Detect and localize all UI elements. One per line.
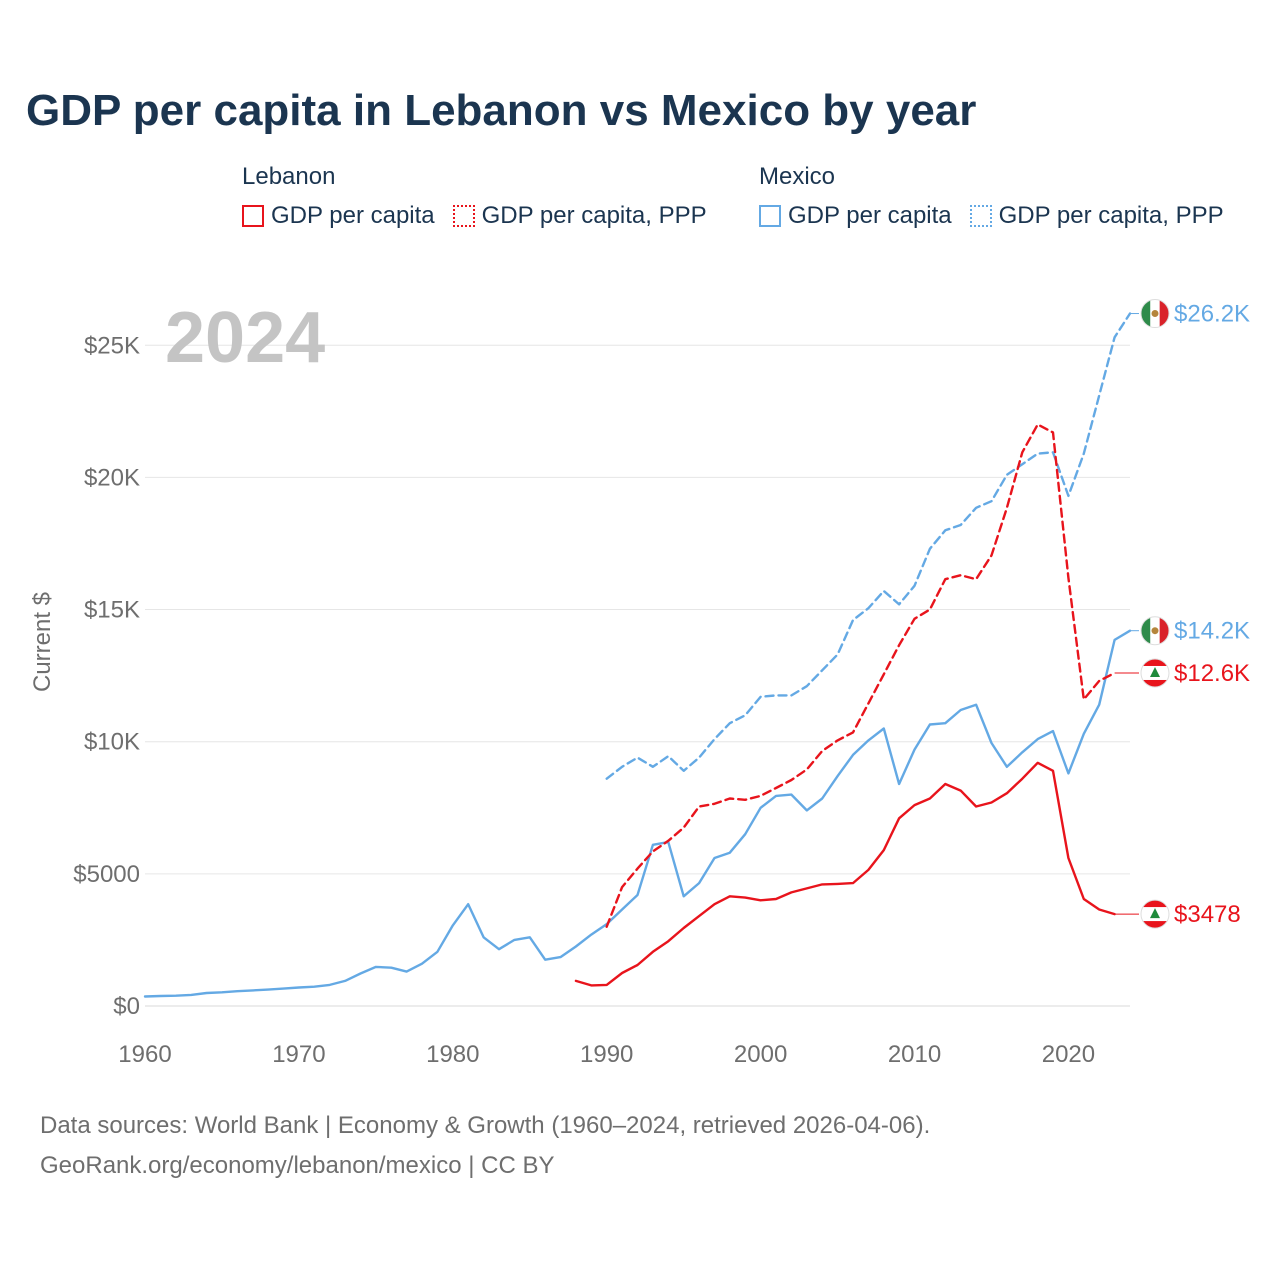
legend-group-mexico: Mexico GDP per capita GDP per capita, PP…: [759, 160, 1224, 230]
lebanon-flag-icon: [1140, 899, 1170, 929]
end-value-label: $3478: [1174, 901, 1241, 928]
legend-label: GDP per capita, PPP: [481, 202, 707, 229]
mexico-flag-icon: [1140, 299, 1170, 329]
year-watermark: 2024: [165, 298, 325, 378]
legend-label: GDP per capita: [271, 202, 435, 229]
x-tick-label: 2010: [888, 1041, 941, 1068]
y-tick-label: $5000: [73, 861, 140, 888]
legend-label: GDP per capita, PPP: [998, 202, 1224, 229]
legend-item-lebanon-ppp[interactable]: GDP per capita, PPP: [452, 202, 707, 230]
legend-group-title-lebanon: Lebanon: [242, 163, 336, 190]
series-line-lebanon-ppp[interactable]: [605, 423, 1116, 928]
legend-group-lebanon: Lebanon GDP per capita GDP per capita, P…: [242, 160, 707, 230]
x-tick-label: 1990: [580, 1041, 633, 1068]
legend-item-lebanon-gdp[interactable]: GDP per capita: [242, 202, 435, 230]
legend-group-title-mexico: Mexico: [759, 163, 836, 190]
end-value-label: $26.2K: [1174, 301, 1250, 328]
legend-swatch-solid-blue: [759, 205, 781, 227]
chart-title: GDP per capita in Lebanon vs Mexico by y…: [26, 86, 977, 135]
series-line-mexico-gdp[interactable]: [143, 629, 1132, 998]
series-lines: [143, 312, 1132, 998]
end-value-label: $12.6K: [1174, 660, 1250, 687]
x-tick-label: 2000: [734, 1041, 787, 1068]
series-line-lebanon-gdp[interactable]: [574, 761, 1116, 987]
y-tick-label: $0: [113, 993, 140, 1020]
lebanon-flag-icon: [1140, 658, 1170, 688]
legend-item-mexico-ppp[interactable]: GDP per capita, PPP: [969, 202, 1224, 230]
data-source-text: Data sources: World Bank | Economy & Gro…: [40, 1112, 931, 1139]
mexico-flag-icon: [1140, 616, 1170, 646]
y-tick-label: $25K: [84, 332, 140, 359]
legend-item-mexico-gdp[interactable]: GDP per capita: [759, 202, 952, 230]
footer: Data sources: World Bank | Economy & Gro…: [40, 1106, 930, 1186]
y-tick-label: $20K: [84, 464, 140, 491]
x-tick-label: 1960: [118, 1041, 171, 1068]
end-value-label: $14.2K: [1174, 618, 1250, 645]
x-tick-label: 1970: [272, 1041, 325, 1068]
legend-swatch-dotted-red: [452, 205, 475, 227]
x-tick-label: 1980: [426, 1041, 479, 1068]
series-line-mexico-ppp[interactable]: [605, 312, 1132, 780]
legend-swatch-solid-red: [242, 205, 264, 227]
axis-ticks: $0 $5000 $10K $15K $20K $25K 1960 1970 1980 1990 2…: [73, 332, 1095, 1068]
x-tick-label: 2020: [1042, 1041, 1095, 1068]
y-tick-label: $15K: [84, 597, 140, 624]
y-axis-label: Current $: [29, 592, 56, 692]
attribution-link[interactable]: GeoRank.org/economy/lebanon/mexico | CC …: [40, 1152, 555, 1179]
y-tick-label: $10K: [84, 729, 140, 756]
end-labels: $14.2K $26.2K $3478 $12.6K: [1114, 299, 1250, 929]
legend-swatch-dotted-blue: [969, 205, 992, 227]
gridlines: [145, 344, 1130, 1007]
legend-label: GDP per capita: [788, 202, 952, 229]
